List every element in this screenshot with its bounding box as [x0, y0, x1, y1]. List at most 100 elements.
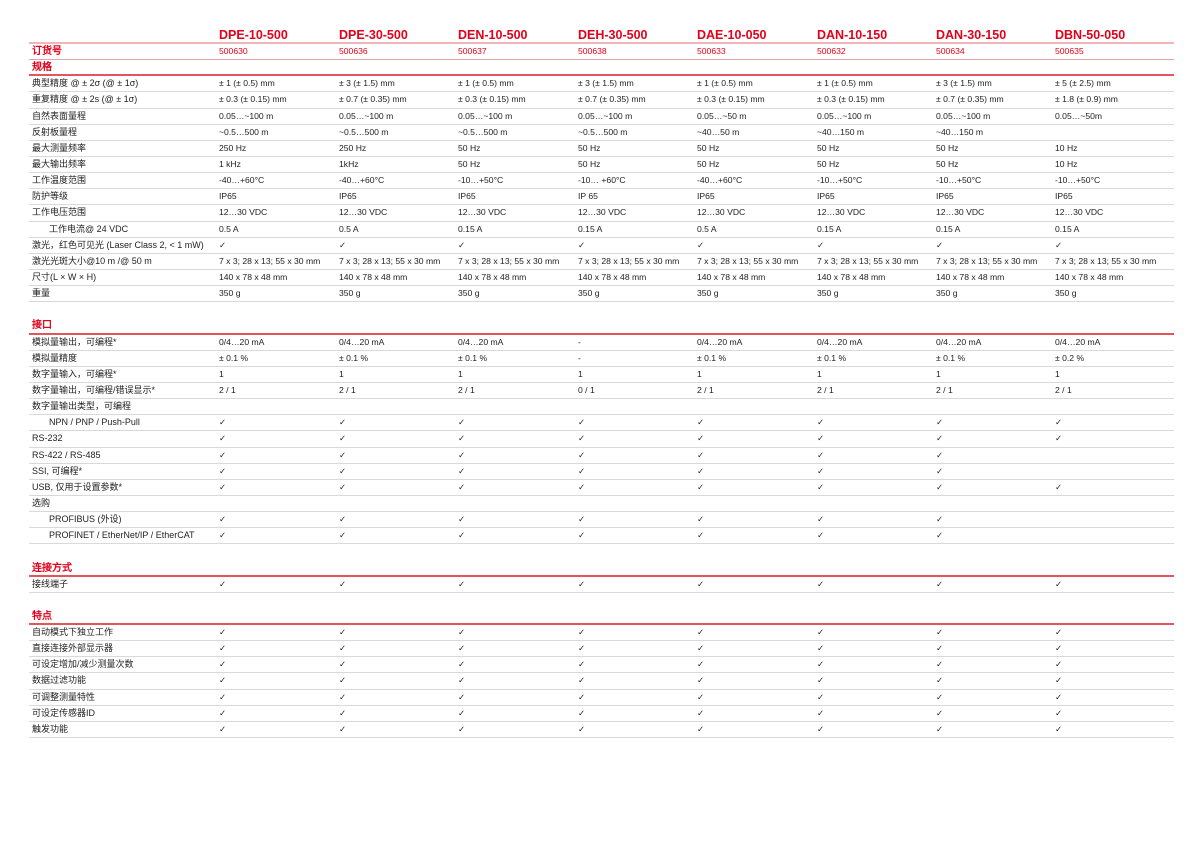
check-icon: ✓ — [219, 691, 227, 702]
check-icon: ✓ — [817, 723, 825, 734]
cell-value: ± 1.8 (± 0.9) mm — [1055, 94, 1118, 105]
check-icon: ✓ — [817, 691, 825, 702]
cell-value: ± 5 (± 2.5) mm — [1055, 78, 1111, 89]
cell-value: 0/4…20 mA — [339, 336, 385, 347]
table-row: 激光光斑大小@10 m /@ 50 m 7 x 3; 28 x 13; 55 x … — [29, 254, 1174, 270]
cell-value: - — [578, 352, 581, 363]
check-icon: ✓ — [697, 465, 705, 476]
table-row: 工作温度范围 -40…+60°C -40…+60°C -10…+50°C -10… +6… — [29, 173, 1174, 190]
check-icon: ✓ — [339, 578, 347, 589]
row-label: 尺寸(L × W × H) — [32, 271, 97, 282]
section-header: 特点 — [29, 609, 1174, 626]
cell-value: 2 / 1 — [936, 384, 953, 395]
spec-table: DPE-10-500 DPE-30-500 DEN-10-500 DEH-30-500… — [29, 27, 1174, 739]
cell-value: IP65 — [219, 191, 237, 202]
cell-value: 140 x 78 x 48 mm — [817, 271, 886, 282]
table-row: 数字量输出，可编程/错误显示* 2 / 1 2 / 1 2 / 1 0 / 1 2 / 1… — [29, 383, 1174, 400]
check-icon: ✓ — [936, 578, 944, 589]
row-label: PROFINET / EtherNet/IP / EtherCAT — [49, 530, 195, 541]
check-icon: ✓ — [578, 465, 586, 476]
check-icon: ✓ — [697, 514, 705, 525]
cell-value: 0/4…20 mA — [697, 336, 743, 347]
check-icon: ✓ — [578, 691, 586, 702]
cell-value: 2 / 1 — [458, 384, 475, 395]
table-row: RS-422 / RS-485 ✓ ✓ ✓ ✓ ✓ ✓ ✓ — [29, 448, 1174, 464]
cell-value: 140 x 78 x 48 mm — [219, 271, 288, 282]
check-icon: ✓ — [1055, 643, 1063, 654]
cell-value: 50 Hz — [817, 142, 840, 153]
check-icon: ✓ — [817, 239, 825, 250]
check-icon: ✓ — [1055, 675, 1063, 686]
row-label: 模拟量输出，可编程* — [32, 336, 117, 347]
cell-value: -10…+50°C — [458, 175, 504, 186]
row-label: 可设定传感器ID — [32, 707, 96, 718]
cell-value: ± 1 (± 0.5) mm — [458, 78, 514, 89]
check-icon: ✓ — [936, 707, 944, 718]
check-icon: ✓ — [697, 659, 705, 670]
cell-value: ~0.5…500 m — [458, 126, 508, 137]
cell-value: 7 x 3; 28 x 13; 55 x 30 mm — [936, 255, 1038, 266]
cell-value: ± 0.7 (± 0.35) mm — [339, 94, 407, 105]
cell-value: 50 Hz — [697, 142, 720, 153]
check-icon: ✓ — [458, 707, 466, 718]
cell-value: 1 — [578, 368, 583, 379]
row-label: 数字量输入，可编程* — [32, 368, 117, 379]
model-name: DAN-10-150 — [817, 28, 888, 42]
check-icon: ✓ — [339, 417, 347, 428]
check-icon: ✓ — [1055, 691, 1063, 702]
check-icon: ✓ — [219, 659, 227, 670]
check-icon: ✓ — [1055, 627, 1063, 638]
cell-value: ± 0.1 % — [458, 352, 488, 363]
check-icon: ✓ — [578, 578, 586, 589]
table-row: 模拟量输出，可编程* 0/4…20 mA 0/4…20 mA 0/4…20 mA - 0/… — [29, 335, 1174, 351]
cell-value: ± 0.3 (± 0.15) mm — [219, 94, 287, 105]
check-icon: ✓ — [1055, 481, 1063, 492]
table-row: 工作电压范围 12…30 VDC 12…30 VDC 12…30 VDC 12…30 V… — [29, 205, 1174, 222]
table-row: 重量 350 g 350 g 350 g 350 g 350 g 350 g 350 g 350… — [29, 286, 1174, 303]
cell-value: ± 3 (± 1.5) mm — [936, 78, 992, 89]
cell-value: 0.05…~50m — [1055, 110, 1103, 121]
cell-value: ~40…50 m — [697, 126, 740, 137]
cell-value: 0/4…20 mA — [936, 336, 982, 347]
check-icon: ✓ — [578, 514, 586, 525]
cell-value: ~40…150 m — [936, 126, 984, 137]
check-icon: ✓ — [219, 723, 227, 734]
cell-value: ± 3 (± 1.5) mm — [339, 78, 395, 89]
cell-value: 1 — [697, 368, 702, 379]
cell-value: -10…+50°C — [936, 175, 982, 186]
cell-value: -40…+60°C — [697, 175, 743, 186]
check-icon: ✓ — [458, 627, 466, 638]
cell-value: 0.15 A — [1055, 223, 1080, 234]
cell-value: 12…30 VDC — [219, 207, 268, 218]
cell-value: ± 3 (± 1.5) mm — [578, 78, 634, 89]
cell-value: 0.15 A — [458, 223, 483, 234]
cell-value: 0/4…20 mA — [817, 336, 863, 347]
check-icon: ✓ — [458, 514, 466, 525]
check-icon: ✓ — [936, 643, 944, 654]
cell-value: 12…30 VDC — [578, 207, 627, 218]
check-icon: ✓ — [697, 530, 705, 541]
cell-value: 0.05…~100 m — [219, 110, 274, 121]
cell-value: IP65 — [697, 191, 715, 202]
check-icon: ✓ — [339, 707, 347, 718]
order-number: 500633 — [697, 46, 726, 56]
cell-value: 0.15 A — [578, 223, 603, 234]
check-icon: ✓ — [1055, 417, 1063, 428]
cell-value: 50 Hz — [578, 158, 601, 169]
check-icon: ✓ — [458, 239, 466, 250]
check-icon: ✓ — [458, 530, 466, 541]
row-label: NPN / PNP / Push-Pull — [49, 417, 140, 428]
table-row: 选购 — [29, 496, 1174, 513]
cell-value: ± 0.3 (± 0.15) mm — [817, 94, 885, 105]
check-icon: ✓ — [1055, 659, 1063, 670]
section-header: 接口 — [29, 318, 1174, 335]
table-row: 直接连接外部显示器 ✓ ✓ ✓ ✓ ✓ ✓ ✓ ✓ — [29, 641, 1174, 658]
cell-value: ± 0.1 % — [339, 352, 369, 363]
cell-value: ± 0.7 (± 0.35) mm — [578, 94, 646, 105]
check-icon: ✓ — [458, 578, 466, 589]
cell-value: 12…30 VDC — [936, 207, 985, 218]
check-icon: ✓ — [697, 627, 705, 638]
table-row: 防护等级 IP65 IP65 IP65 IP 65 IP65 IP65 IP65 IP65 — [29, 189, 1174, 206]
check-icon: ✓ — [339, 239, 347, 250]
cell-value: IP65 — [339, 191, 357, 202]
